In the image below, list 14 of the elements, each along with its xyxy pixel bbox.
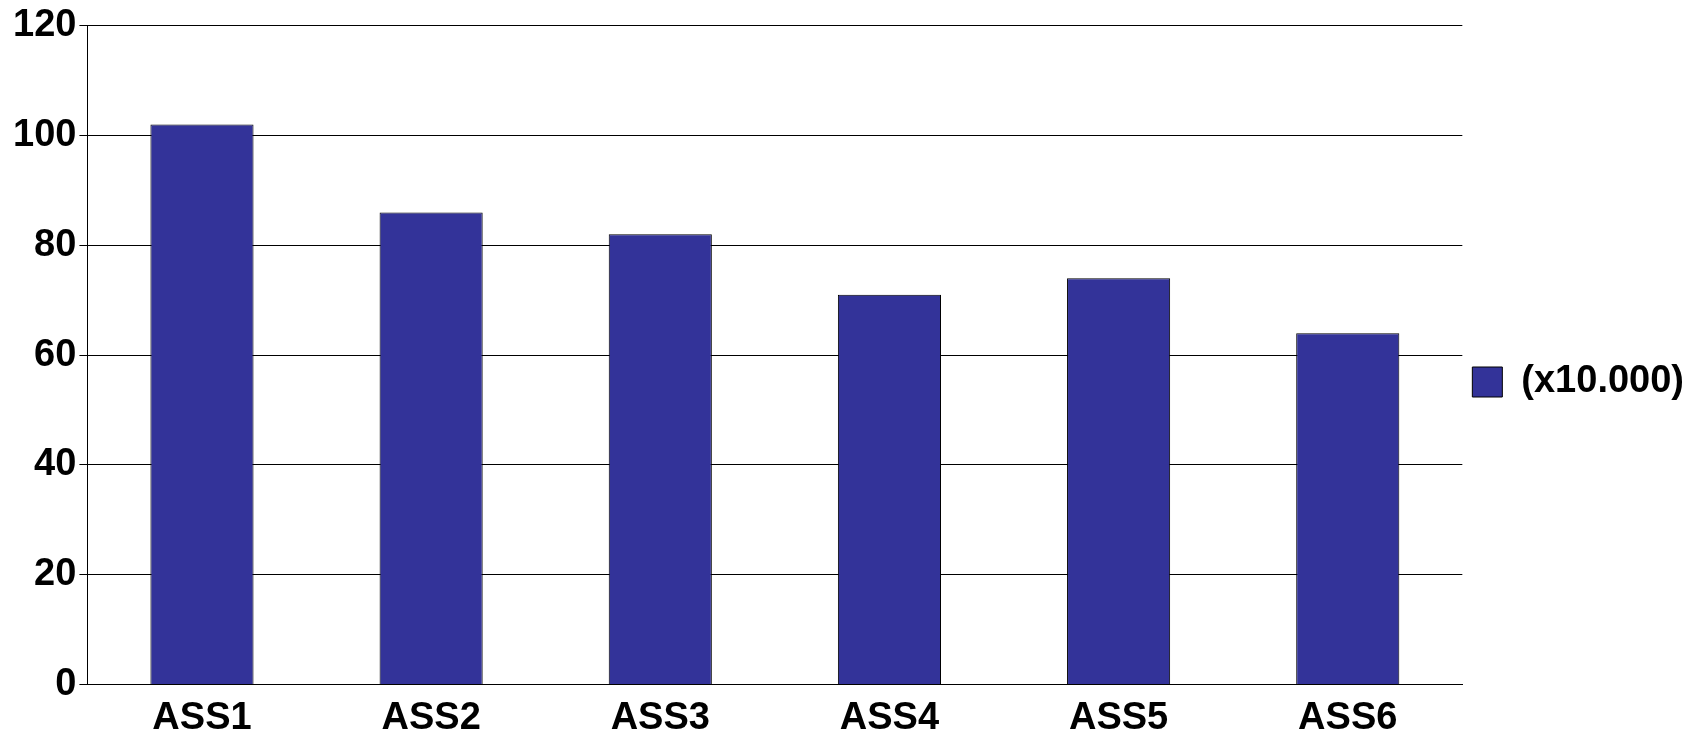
y-tick-label: 0 xyxy=(55,660,77,703)
x-tick-label: ASS1 xyxy=(152,694,252,737)
y-tick-label: 100 xyxy=(13,112,77,155)
x-tick-label: ASS4 xyxy=(839,694,940,737)
y-tick-label: 60 xyxy=(34,331,77,374)
y-tick-label: 20 xyxy=(34,551,77,594)
x-tick-label: ASS2 xyxy=(381,694,481,737)
legend-label: (x10.000) xyxy=(1521,358,1684,401)
x-tick-label: ASS6 xyxy=(1298,694,1398,737)
y-tick-label: 120 xyxy=(13,2,77,45)
x-tick-label: ASS3 xyxy=(610,694,710,737)
y-tick-label: 40 xyxy=(34,441,77,484)
y-tick-label: 80 xyxy=(34,221,77,264)
x-tick-label: ASS5 xyxy=(1068,694,1169,737)
